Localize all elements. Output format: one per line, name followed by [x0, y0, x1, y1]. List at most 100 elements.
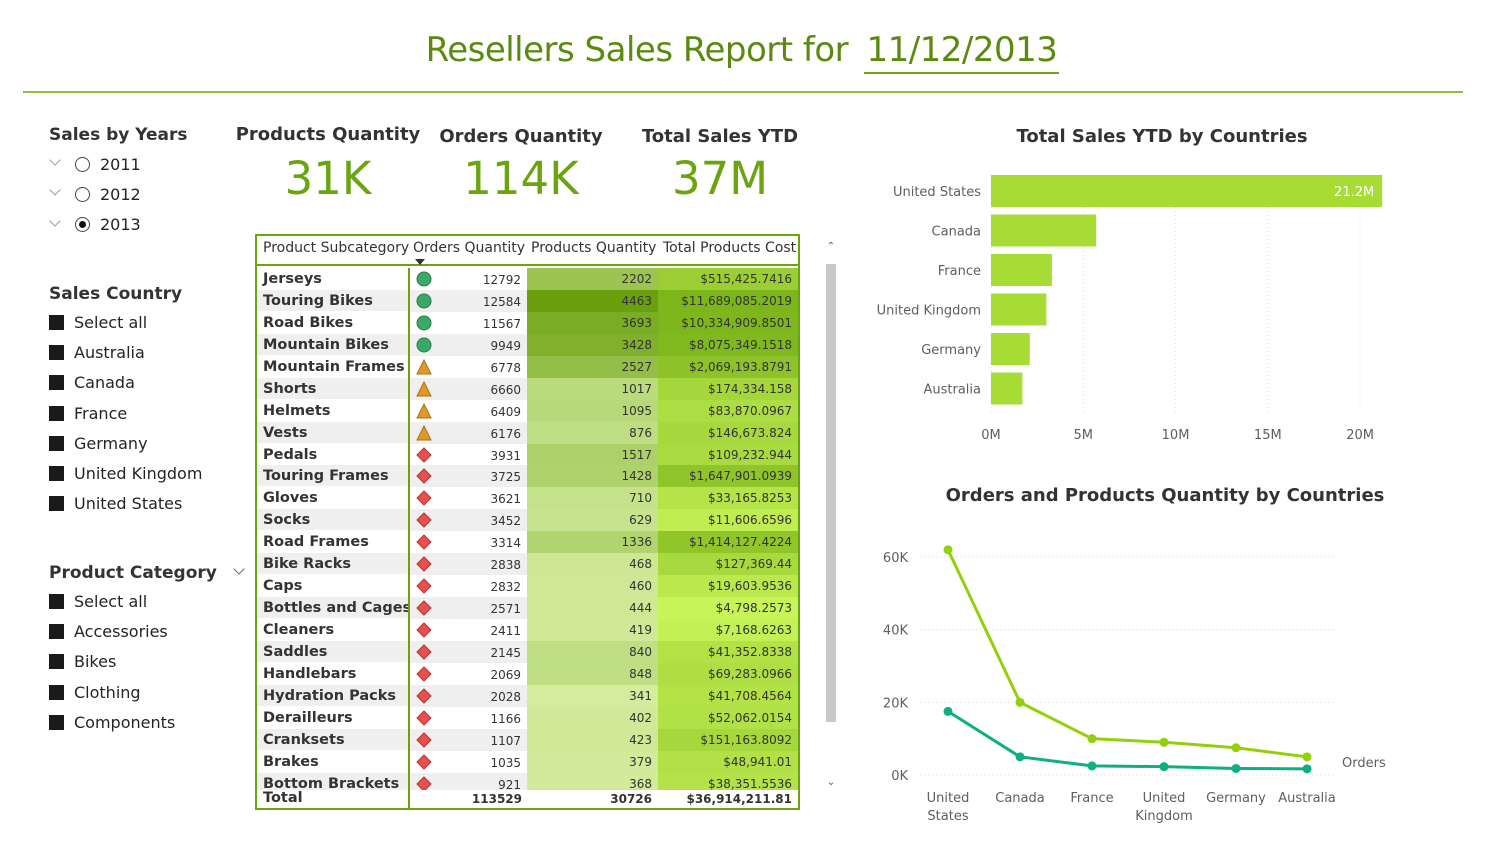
table-row[interactable]: Handlebars 2069 848 $69,283.0966 — [257, 662, 798, 685]
checkbox[interactable] — [49, 654, 64, 670]
radio-button-selected[interactable] — [75, 217, 90, 233]
orders-cell: 1166 — [408, 706, 527, 729]
checkbox[interactable] — [49, 623, 64, 639]
data-label: 21.2M — [1334, 185, 1374, 200]
chevron-down-icon[interactable] — [233, 565, 245, 577]
total-cost: $36,914,211.81 — [686, 792, 792, 806]
scroll-thumb[interactable] — [826, 264, 836, 722]
kpi-sales-value: 37M — [671, 152, 769, 205]
red-diamond-icon — [416, 468, 432, 485]
products-quantity-cell: 1336 — [527, 531, 658, 554]
checkbox[interactable] — [49, 684, 64, 700]
years-slicer-title: Sales by Years — [49, 125, 188, 145]
checkbox[interactable] — [49, 375, 64, 391]
table-row[interactable]: Gloves 3621 710 $33,165.8253 — [257, 487, 798, 510]
country-item[interactable]: France — [49, 398, 202, 428]
table-row[interactable]: Pedals 3931 1517 $109,232.944 — [257, 443, 798, 466]
category-label: Australia — [923, 383, 981, 398]
table-row[interactable]: Derailleurs 1166 402 $52,062.0154 — [257, 706, 798, 729]
category-item[interactable]: Components — [49, 707, 175, 737]
country-item[interactable]: Select all — [49, 307, 202, 337]
checkbox[interactable] — [49, 435, 64, 451]
category-item[interactable]: Clothing — [49, 677, 175, 707]
table-row[interactable]: Caps 2832 460 $19,603.9536 — [257, 575, 798, 598]
red-diamond-icon — [416, 512, 432, 529]
table-row[interactable]: Cleaners 2411 419 $7,168.6263 — [257, 619, 798, 641]
orders-cell: 2411 — [408, 619, 527, 641]
scroll-down-icon[interactable]: ⌄ — [826, 777, 836, 788]
table-row[interactable]: Hydration Packs 2028 341 $41,708.4564 — [257, 684, 798, 707]
products-cost-cell: $146,673.824 — [658, 421, 798, 444]
checkbox[interactable] — [49, 466, 64, 482]
chevron-down-icon[interactable] — [49, 157, 63, 171]
orders-value: 6176 — [490, 426, 521, 441]
orders-cell: 1107 — [408, 728, 527, 751]
slicer-item-label: Germany — [74, 433, 148, 453]
table-row[interactable]: Mountain Bikes 9949 3428 $8,075,349.1518 — [257, 333, 798, 356]
matrix-scrollbar[interactable]: ⌃ ⌄ — [826, 236, 838, 796]
orders-value: 2571 — [490, 602, 521, 617]
category-item[interactable]: Accessories — [49, 616, 175, 646]
subcategory-name: Road Frames — [257, 531, 408, 554]
products-cost-cell: $41,708.4564 — [658, 684, 798, 707]
table-row[interactable]: Helmets 6409 1095 $83,870.0967 — [257, 399, 798, 422]
header-subcategory[interactable]: Product Subcategory — [263, 240, 410, 256]
scroll-up-icon[interactable]: ⌃ — [826, 241, 836, 252]
orders-value: 1035 — [490, 755, 521, 770]
country-item[interactable]: United Kingdom — [49, 458, 202, 488]
data-point — [1231, 763, 1241, 773]
category-item[interactable]: Select all — [49, 586, 175, 616]
orders-cell: 9949 — [408, 333, 527, 356]
subcategory-name: Bike Racks — [257, 553, 408, 576]
country-item[interactable]: United States — [49, 489, 202, 519]
header-products[interactable]: Products Quantity — [531, 240, 657, 256]
radio-button[interactable] — [75, 186, 90, 202]
checkbox[interactable] — [49, 314, 64, 330]
category-item[interactable]: Bikes — [49, 647, 175, 677]
checkbox[interactable] — [49, 496, 64, 512]
checkbox[interactable] — [49, 714, 64, 730]
table-row[interactable]: Shorts 6660 1017 $174,334.158 — [257, 377, 798, 400]
table-row[interactable]: Bike Racks 2838 468 $127,369.44 — [257, 553, 798, 576]
products-cost-cell: $48,941.01 — [658, 750, 798, 773]
table-row[interactable]: Mountain Frames 6778 2527 $2,069,193.8791 — [257, 355, 798, 378]
year-item-2012[interactable]: 2012 — [49, 179, 141, 209]
table-row[interactable]: Saddles 2145 840 $41,352.8338 — [257, 640, 798, 663]
year-item-2011[interactable]: 2011 — [49, 149, 141, 179]
subcategory-name: Derailleurs — [257, 706, 408, 729]
subcategory-name: Gloves — [257, 487, 408, 510]
country-item[interactable]: Australia — [49, 337, 202, 367]
radio-button[interactable] — [75, 156, 90, 172]
country-item[interactable]: Canada — [49, 368, 202, 398]
products-cost-cell: $174,334.158 — [658, 377, 798, 400]
table-row[interactable]: Cranksets 1107 423 $151,163.8092 — [257, 728, 798, 751]
country-item[interactable]: Germany — [49, 428, 202, 458]
orders-cell: 12584 — [408, 289, 527, 312]
x-tick-label: 10M — [1162, 428, 1190, 443]
table-row[interactable]: Road Bikes 11567 3693 $10,334,909.8501 — [257, 311, 798, 334]
chevron-down-icon[interactable] — [49, 218, 63, 232]
table-row[interactable]: Vests 6176 876 $146,673.824 — [257, 421, 798, 444]
header-orders[interactable]: Orders Quantity — [413, 240, 526, 256]
total-products: 30726 — [610, 792, 652, 806]
data-point — [1159, 737, 1169, 747]
header-cost[interactable]: Total Products Cost — [663, 240, 797, 256]
table-row[interactable]: Touring Bikes 12584 4463 $11,689,085.2019 — [257, 289, 798, 312]
table-row[interactable]: Socks 3452 629 $11,606.6596 — [257, 509, 798, 532]
checkbox[interactable] — [49, 344, 64, 360]
checkbox[interactable] — [49, 405, 64, 421]
table-row[interactable]: Jerseys 12792 2202 $515,425.7416 — [257, 268, 798, 290]
table-row[interactable]: Road Frames 3314 1336 $1,414,127.4224 — [257, 531, 798, 554]
table-row[interactable]: Brakes 1035 379 $48,941.01 — [257, 750, 798, 773]
table-row[interactable]: Bottles and Cages 2571 444 $4,798.2573 — [257, 597, 798, 619]
checkbox[interactable] — [49, 593, 64, 609]
chevron-down-icon[interactable] — [49, 187, 63, 201]
orders-cell: 6409 — [408, 399, 527, 422]
year-item-2013[interactable]: 2013 — [49, 210, 141, 240]
orders-cell: 921 — [408, 772, 527, 795]
table-row[interactable]: Bottom Brackets 921 368 $38,351.5536 — [257, 772, 798, 795]
x-tick-label: States — [927, 809, 968, 824]
table-row[interactable]: Touring Frames 3725 1428 $1,647,901.0939 — [257, 465, 798, 488]
data-point — [1087, 734, 1097, 744]
subcategory-name: Caps — [257, 575, 408, 598]
